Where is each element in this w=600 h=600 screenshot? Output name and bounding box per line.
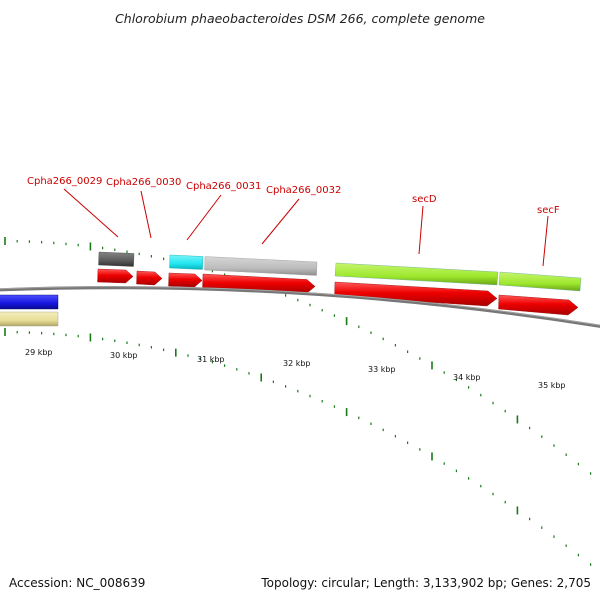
tick-label-32kbp: 32 kbp xyxy=(283,359,311,368)
scale-labels: 29 kbp 30 kbp 31 kbp 32 kbp 33 kbp 34 kb… xyxy=(25,348,566,390)
gene-label-cpha0029[interactable]: Cpha266_0029 xyxy=(27,176,102,187)
gene-label-cpha0031[interactable]: Cpha266_0031 xyxy=(186,181,261,192)
feature-khaki-box[interactable] xyxy=(0,311,59,327)
feature-track-outer xyxy=(98,251,582,292)
leader-line-cpha0029 xyxy=(63,188,119,238)
feature-secd-box[interactable] xyxy=(334,262,499,286)
genome-backbone xyxy=(0,286,600,328)
leader-line-cpha0032 xyxy=(261,198,300,245)
cds-arrow-cpha0029[interactable] xyxy=(97,268,134,284)
tick-label-34kbp: 34 kbp xyxy=(453,373,481,382)
accession-text: Accession: NC_008639 xyxy=(9,576,146,590)
gene-labels: Cpha266_0029 Cpha266_0030 Cpha266_0031 C… xyxy=(27,176,560,267)
leader-line-secf xyxy=(542,215,549,267)
leader-line-cpha0030 xyxy=(140,190,152,239)
tick-label-30kbp: 30 kbp xyxy=(110,351,138,360)
leader-line-cpha0031 xyxy=(186,194,222,241)
feature-secf-box[interactable] xyxy=(498,271,582,292)
tick-label-33kbp: 33 kbp xyxy=(368,365,396,374)
cds-arrow-cpha0031[interactable] xyxy=(168,272,203,288)
tick-label-29kbp: 29 kbp xyxy=(25,348,53,357)
gene-label-cpha0032[interactable]: Cpha266_0032 xyxy=(266,185,341,196)
feature-blue-box[interactable] xyxy=(0,294,59,310)
cds-arrow-cpha0030[interactable] xyxy=(136,270,163,286)
inner-tick-ring xyxy=(4,328,592,566)
feature-track-inner xyxy=(0,294,59,327)
gene-label-secf[interactable]: secF xyxy=(537,205,560,216)
topology-text: Topology: circular; Length: 3,133,902 bp… xyxy=(261,576,591,590)
feature-cpha0031-box[interactable] xyxy=(169,254,204,270)
tick-label-31kbp: 31 kbp xyxy=(197,355,225,364)
cds-arrow-secd[interactable] xyxy=(334,281,498,307)
gene-label-cpha0030[interactable]: Cpha266_0030 xyxy=(106,177,181,188)
map-title: Chlorobium phaeobacteroides DSM 266, com… xyxy=(115,11,485,26)
leader-line-secd xyxy=(418,205,424,255)
feature-cpha0032-box[interactable] xyxy=(204,256,318,276)
gene-label-secd[interactable]: secD xyxy=(412,194,437,205)
feature-cpha0029-box[interactable] xyxy=(98,251,135,267)
tick-label-35kbp: 35 kbp xyxy=(538,381,566,390)
cds-arrow-secf[interactable] xyxy=(498,294,579,316)
